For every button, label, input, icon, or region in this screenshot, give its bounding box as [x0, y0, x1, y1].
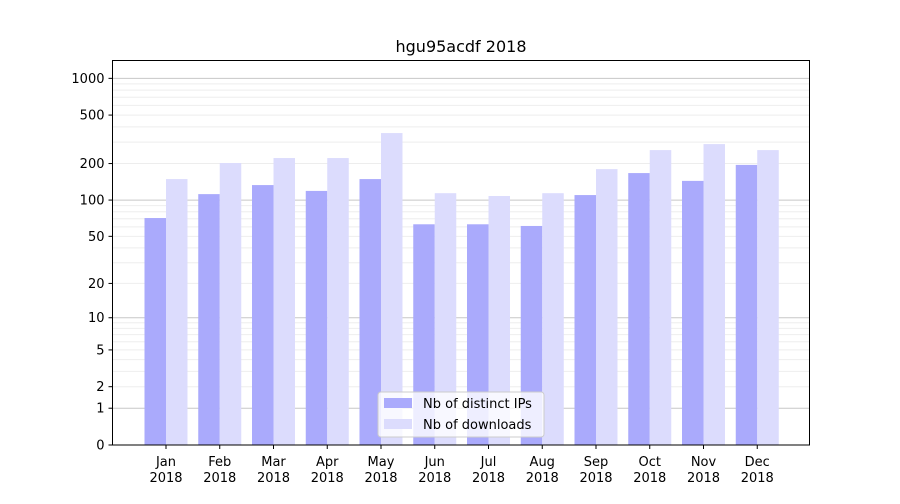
bar-ips [252, 185, 274, 445]
x-tick-label-month: Apr [316, 455, 339, 470]
y-tick-label: 10 [88, 311, 105, 326]
bar-ips [144, 218, 166, 445]
y-tick-label: 200 [80, 157, 105, 172]
x-tick-label-month: May [368, 455, 395, 470]
y-axis: 0 1 2 5 10 20 50 100 200 500 1000 [71, 72, 113, 454]
x-tick-label-year: 2018 [311, 471, 344, 486]
bar-downloads [273, 158, 295, 445]
x-tick-label-year: 2018 [418, 471, 451, 486]
bar-downloads [166, 179, 188, 445]
x-tick-label-year: 2018 [633, 471, 666, 486]
x-tick-label-year: 2018 [149, 471, 182, 486]
legend-label-downloads: Nb of downloads [423, 418, 532, 433]
bar-downloads [596, 169, 618, 445]
bar-downloads [703, 144, 725, 445]
x-tick-label-year: 2018 [741, 471, 774, 486]
bar-ips [520, 225, 543, 445]
x-tick-label-year: 2018 [257, 471, 290, 486]
x-tick-label-year: 2018 [526, 471, 559, 486]
x-tick-label-month: Jun [424, 455, 445, 470]
bars [144, 133, 779, 446]
x-tick-label-month: Nov [691, 455, 717, 470]
legend-swatch-ips [384, 398, 412, 408]
x-tick-label-month: Oct [639, 455, 661, 470]
y-tick-label: 0 [96, 439, 104, 454]
bar-downloads [327, 158, 349, 445]
bar-downloads [542, 193, 564, 445]
legend: Nb of distinct IPs Nb of downloads [377, 391, 545, 438]
bar-downloads [381, 133, 403, 445]
bar-ips [198, 194, 220, 445]
chart-title: hgu95acdf 2018 [396, 37, 527, 56]
y-tick-label: 20 [88, 277, 105, 292]
y-tick-label: 100 [80, 194, 105, 209]
bar-ips [413, 224, 435, 445]
bar-downloads [219, 163, 242, 445]
y-tick-label: 500 [80, 109, 105, 124]
bar-downloads [757, 150, 779, 445]
x-tick-label-year: 2018 [472, 471, 505, 486]
y-tick-label: 5 [96, 343, 104, 358]
x-tick-label-month: Dec [745, 455, 770, 470]
y-tick-label: 2 [96, 380, 104, 395]
legend-label-ips: Nb of distinct IPs [423, 397, 532, 412]
bar-ips [574, 195, 596, 445]
bar-ips [628, 173, 650, 445]
x-tick-label-month: Jul [480, 455, 497, 470]
bar-ips [305, 190, 328, 445]
x-tick-label-year: 2018 [364, 471, 397, 486]
x-tick-label-month: Feb [208, 455, 231, 470]
bar-downloads [488, 196, 510, 445]
bar-downloads [649, 150, 672, 445]
x-tick-label-year: 2018 [579, 471, 612, 486]
legend-swatch-downloads [384, 419, 412, 429]
bar-ips [682, 180, 704, 445]
x-axis: Jan2018Feb2018Mar2018Apr2018May2018Jun20… [149, 445, 774, 486]
x-tick-label-month: Aug [530, 455, 555, 470]
y-tick-label: 1 [96, 402, 104, 417]
y-tick-label: 1000 [71, 72, 104, 87]
plot-frame [112, 60, 810, 446]
x-tick-label-year: 2018 [687, 471, 720, 486]
x-tick-label-month: Jan [155, 455, 176, 470]
bar-ips [735, 164, 758, 446]
x-tick-label-year: 2018 [203, 471, 236, 486]
bar-ips [467, 224, 489, 445]
y-tick-label: 50 [88, 230, 105, 245]
bar-downloads [434, 193, 457, 445]
bar-ips [359, 179, 381, 445]
x-tick-label-month: Sep [584, 455, 609, 470]
legend-box [377, 391, 545, 438]
x-tick-label-month: Mar [261, 455, 286, 470]
